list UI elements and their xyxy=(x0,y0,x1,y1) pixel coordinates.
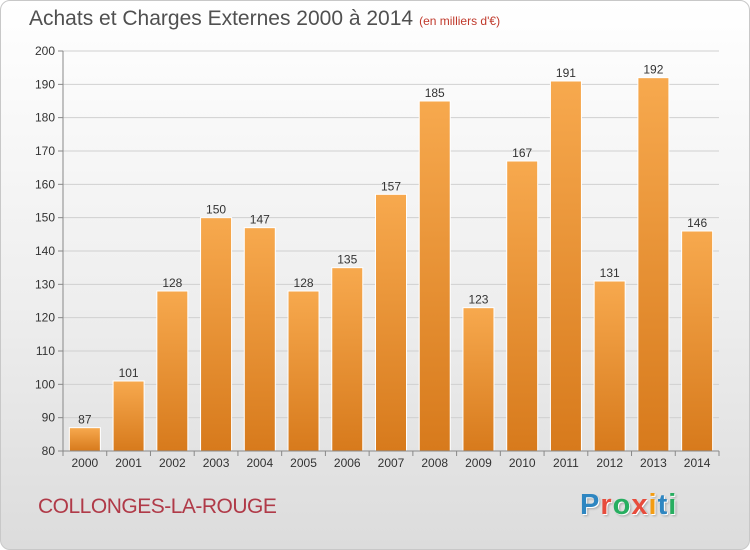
y-tick-label: 160 xyxy=(35,177,55,191)
x-tick-label: 2007 xyxy=(378,456,405,470)
logo-letter: t xyxy=(657,489,669,521)
x-tick-label: 2001 xyxy=(115,456,142,470)
logo-letter: x xyxy=(631,489,649,521)
value-label: 87 xyxy=(78,413,92,427)
y-tick-label: 120 xyxy=(35,311,55,325)
bar-2007 xyxy=(375,193,407,452)
value-labels: 87 101 128 150 147 128 135 157 185 123 167 191 131 19… xyxy=(78,63,707,427)
x-tick-label: 2014 xyxy=(684,456,711,470)
value-label: 167 xyxy=(512,146,532,160)
bar-2004 xyxy=(243,227,276,452)
x-tick-label: 2013 xyxy=(640,456,667,470)
x-tick-label: 2008 xyxy=(421,456,448,470)
x-tick-label: 2006 xyxy=(334,456,361,470)
y-tick-label: 140 xyxy=(35,244,55,258)
value-label: 101 xyxy=(119,366,139,380)
x-tick-label: 2000 xyxy=(72,456,99,470)
bar-2002 xyxy=(156,290,189,452)
y-axis-ticks: 80 90 100 110 120 130 140 150 160 170 180 190 200 xyxy=(35,44,63,458)
y-tick-label: 200 xyxy=(35,44,55,58)
y-tick-label: 130 xyxy=(35,277,55,291)
value-label: 135 xyxy=(337,253,357,267)
value-label: 157 xyxy=(381,179,401,193)
bar-2012 xyxy=(593,280,626,452)
y-tick-label: 180 xyxy=(35,111,55,125)
value-label: 128 xyxy=(294,276,314,290)
bar-2014 xyxy=(681,230,714,452)
y-tick-label: 170 xyxy=(35,144,55,158)
x-tick-label: 2005 xyxy=(290,456,317,470)
x-tick-label: 2004 xyxy=(246,456,273,470)
axes xyxy=(62,51,719,452)
bar-2005 xyxy=(287,290,320,452)
logo-letter: r xyxy=(600,489,613,521)
y-tick-label: 80 xyxy=(42,444,56,458)
value-label: 146 xyxy=(687,216,707,230)
value-label: 185 xyxy=(425,86,445,100)
value-label: 131 xyxy=(600,266,620,280)
y-tick-label: 150 xyxy=(35,211,55,225)
value-label: 128 xyxy=(162,276,182,290)
value-label: 192 xyxy=(643,63,663,77)
value-label: 150 xyxy=(206,203,226,217)
x-axis-ticks: 2000 2001 2002 2003 2004 2005 2006 2007 2008 2009… xyxy=(62,451,720,470)
logo-letter: i xyxy=(668,489,678,521)
value-label: 123 xyxy=(468,293,488,307)
value-label: 147 xyxy=(250,213,270,227)
bar-2013 xyxy=(637,77,670,452)
x-tick-label: 2011 xyxy=(553,456,579,470)
value-label: 191 xyxy=(556,66,576,80)
logo-letter: P xyxy=(580,489,601,521)
bar-2001 xyxy=(112,380,145,452)
bar-2008 xyxy=(418,100,451,452)
x-tick-label: 2010 xyxy=(509,456,536,470)
chart-title: Achats et Charges Externes 2000 à 2014 (e… xyxy=(29,7,501,30)
x-tick-label: 2009 xyxy=(465,456,492,470)
proxiti-logo: Proxiti xyxy=(580,489,677,522)
bar-2009 xyxy=(462,307,495,452)
x-tick-label: 2012 xyxy=(596,456,623,470)
chart-unit-note: (en milliers d'€) xyxy=(419,14,501,28)
x-tick-label: 2003 xyxy=(203,456,230,470)
y-tick-label: 190 xyxy=(35,77,55,91)
bar-2010 xyxy=(506,160,539,452)
y-tick-label: 110 xyxy=(36,344,55,358)
logo-letter: i xyxy=(648,489,658,521)
commune-name: COLLONGES-LA-ROUGE xyxy=(38,495,277,518)
bar-2011 xyxy=(549,80,582,452)
logo-letter: o xyxy=(612,489,632,521)
bar-2003 xyxy=(200,217,233,452)
y-tick-label: 90 xyxy=(42,411,56,425)
x-tick-label: 2002 xyxy=(159,456,186,470)
bars xyxy=(68,77,714,452)
bar-2000 xyxy=(68,427,101,452)
y-tick-label: 100 xyxy=(35,377,55,391)
bar-2006 xyxy=(331,267,364,452)
